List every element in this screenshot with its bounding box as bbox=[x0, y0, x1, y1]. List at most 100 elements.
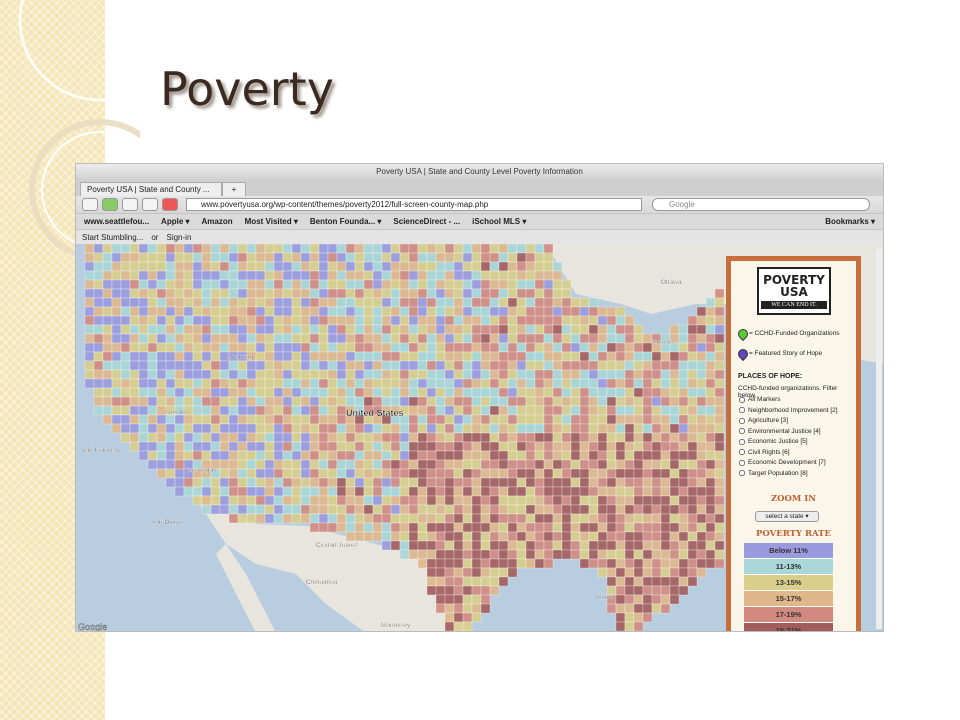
bookmark[interactable]: www.seattlefou... bbox=[84, 217, 150, 226]
bookmark[interactable]: Benton Founda... ▾ bbox=[309, 217, 382, 226]
rate-swatch: 11-13% bbox=[744, 559, 833, 575]
county-tile bbox=[408, 378, 419, 389]
county-tile bbox=[363, 441, 374, 452]
county-tile bbox=[633, 621, 644, 631]
county-tile bbox=[453, 459, 464, 470]
county-tile bbox=[471, 549, 482, 560]
filter-checkbox[interactable] bbox=[739, 459, 745, 466]
county-tile bbox=[327, 405, 338, 416]
county-tile bbox=[300, 378, 311, 389]
county-tile bbox=[705, 459, 716, 470]
scrollbar[interactable] bbox=[876, 249, 882, 629]
county-tile bbox=[516, 297, 527, 308]
bookmark[interactable]: ScienceDirect - ... bbox=[393, 217, 461, 226]
addon-button[interactable] bbox=[162, 198, 178, 211]
county-tile bbox=[282, 342, 293, 353]
filter-item[interactable]: Environmental Justice [4] bbox=[739, 428, 821, 435]
county-tile bbox=[354, 522, 365, 533]
bookmarks-menu[interactable]: Bookmarks ▾ bbox=[825, 217, 875, 226]
filter-checkbox[interactable] bbox=[739, 428, 745, 434]
county-tile bbox=[354, 396, 365, 407]
county-tile bbox=[165, 477, 176, 488]
title-bar: Poverty USA | State and County Level Pov… bbox=[76, 164, 883, 179]
county-tile bbox=[363, 396, 374, 407]
filter-checkbox[interactable] bbox=[739, 407, 745, 413]
map-label: Chihuahua bbox=[306, 579, 338, 586]
filter-label: Economic Justice [5] bbox=[748, 438, 808, 445]
state-select[interactable]: select a state ▾ bbox=[755, 511, 819, 522]
county-tile bbox=[552, 540, 563, 551]
county-tile bbox=[660, 477, 671, 488]
county-tile bbox=[246, 306, 257, 317]
search-field[interactable]: Google bbox=[652, 198, 870, 211]
county-tile bbox=[264, 423, 275, 434]
county-tile bbox=[462, 531, 473, 542]
county-tile bbox=[417, 297, 428, 308]
tab[interactable]: Poverty USA | State and County ... bbox=[80, 181, 222, 197]
filter-checkbox[interactable] bbox=[739, 438, 745, 445]
new-tab[interactable]: + bbox=[222, 181, 246, 197]
filter-checkbox[interactable] bbox=[739, 470, 745, 476]
county-tile bbox=[282, 333, 293, 344]
filter-item[interactable]: Economic Development [7] bbox=[739, 459, 826, 466]
county-tile bbox=[642, 522, 653, 533]
county-tile bbox=[111, 261, 122, 272]
toolbar-item[interactable]: Sign-in bbox=[166, 232, 192, 242]
county-tile bbox=[102, 333, 113, 344]
county-tile bbox=[642, 576, 653, 587]
filter-item[interactable]: Economic Justice [5] bbox=[739, 438, 808, 445]
filter-item[interactable]: Civil Rights [6] bbox=[739, 449, 790, 456]
county-tile bbox=[579, 414, 590, 425]
county-tile bbox=[264, 477, 275, 488]
county-tile bbox=[426, 567, 437, 578]
filter-item[interactable]: Target Population [8] bbox=[739, 470, 808, 477]
county-tile bbox=[552, 369, 563, 380]
county-tile bbox=[579, 324, 590, 335]
edit-button[interactable] bbox=[102, 198, 118, 211]
bookmark[interactable]: iSchool MLS ▾ bbox=[472, 217, 527, 226]
county-tile bbox=[516, 540, 527, 551]
county-tile bbox=[417, 315, 428, 326]
county-tile bbox=[651, 495, 662, 506]
url-field[interactable]: www.povertyusa.org/wp-content/themes/pov… bbox=[186, 198, 642, 211]
bookmark[interactable]: Most Visited ▾ bbox=[244, 217, 298, 226]
county-tile bbox=[120, 351, 131, 362]
county-tile bbox=[318, 495, 329, 506]
county-tile bbox=[606, 468, 617, 479]
county-tile bbox=[192, 333, 203, 344]
county-tile bbox=[336, 486, 347, 497]
county-tile bbox=[138, 297, 149, 308]
home-button[interactable] bbox=[142, 198, 158, 211]
county-tile bbox=[237, 261, 248, 272]
map-label: United States bbox=[346, 408, 404, 418]
bookmark[interactable]: Amazon bbox=[201, 217, 233, 226]
county-tile bbox=[579, 450, 590, 461]
county-tile bbox=[633, 468, 644, 479]
filter-checkbox[interactable] bbox=[739, 449, 745, 455]
print-button[interactable] bbox=[122, 198, 138, 211]
filter-checkbox[interactable] bbox=[739, 417, 745, 424]
county-tile bbox=[345, 522, 356, 533]
county-tile bbox=[705, 522, 716, 533]
toolbar-item[interactable]: Start Stumbling... bbox=[82, 232, 144, 242]
county-tile bbox=[273, 405, 284, 416]
county-tile bbox=[210, 387, 221, 398]
filter-item[interactable]: All Markers bbox=[739, 396, 781, 403]
county-tile bbox=[525, 270, 536, 281]
filter-item[interactable]: Neighborhood Improvement [2] bbox=[739, 407, 838, 414]
county-tile bbox=[93, 315, 104, 326]
county-tile bbox=[417, 279, 428, 290]
bookmark[interactable]: Apple ▾ bbox=[161, 217, 190, 226]
back-button[interactable] bbox=[82, 198, 98, 211]
county-tile bbox=[93, 297, 104, 308]
filter-checkbox[interactable] bbox=[739, 396, 745, 403]
county-tile bbox=[651, 504, 662, 515]
county-tile bbox=[111, 396, 122, 407]
filter-item[interactable]: Agriculture [3] bbox=[739, 417, 788, 424]
county-tile bbox=[714, 531, 725, 542]
county-tile bbox=[678, 432, 689, 443]
county-tile bbox=[408, 387, 419, 398]
county-tile bbox=[669, 486, 680, 497]
county-tile bbox=[453, 369, 464, 380]
county-tile bbox=[102, 396, 113, 407]
